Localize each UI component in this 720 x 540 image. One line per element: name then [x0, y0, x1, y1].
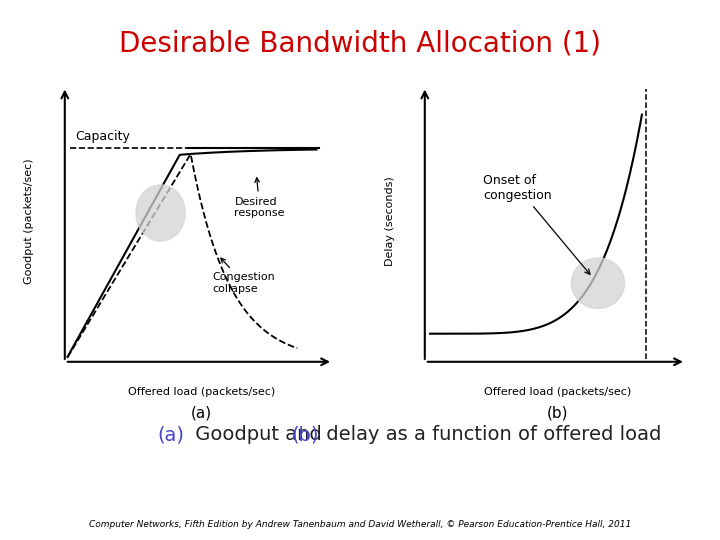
Text: Congestion
collapse: Congestion collapse [212, 258, 275, 294]
Text: Delay (seconds): Delay (seconds) [385, 177, 395, 266]
Text: Goodput and: Goodput and [189, 425, 328, 444]
Text: Offered load (packets/sec): Offered load (packets/sec) [485, 387, 631, 397]
Text: delay as a function of offered load: delay as a function of offered load [320, 425, 661, 444]
Ellipse shape [572, 258, 624, 308]
Text: Onset of
congestion: Onset of congestion [483, 174, 590, 274]
Ellipse shape [136, 185, 185, 241]
Text: (a): (a) [191, 406, 212, 421]
Text: Capacity: Capacity [76, 130, 130, 143]
Text: Desired
response: Desired response [235, 178, 285, 218]
Text: (b): (b) [547, 406, 569, 421]
Text: Goodput (packets/sec): Goodput (packets/sec) [24, 159, 35, 284]
Text: Desirable Bandwidth Allocation (1): Desirable Bandwidth Allocation (1) [119, 30, 601, 58]
Text: (b): (b) [291, 425, 318, 444]
Text: (a): (a) [157, 425, 184, 444]
Text: Offered load (packets/sec): Offered load (packets/sec) [128, 387, 275, 397]
Text: Computer Networks, Fifth Edition by Andrew Tanenbaum and David Wetherall, © Pear: Computer Networks, Fifth Edition by Andr… [89, 521, 631, 529]
